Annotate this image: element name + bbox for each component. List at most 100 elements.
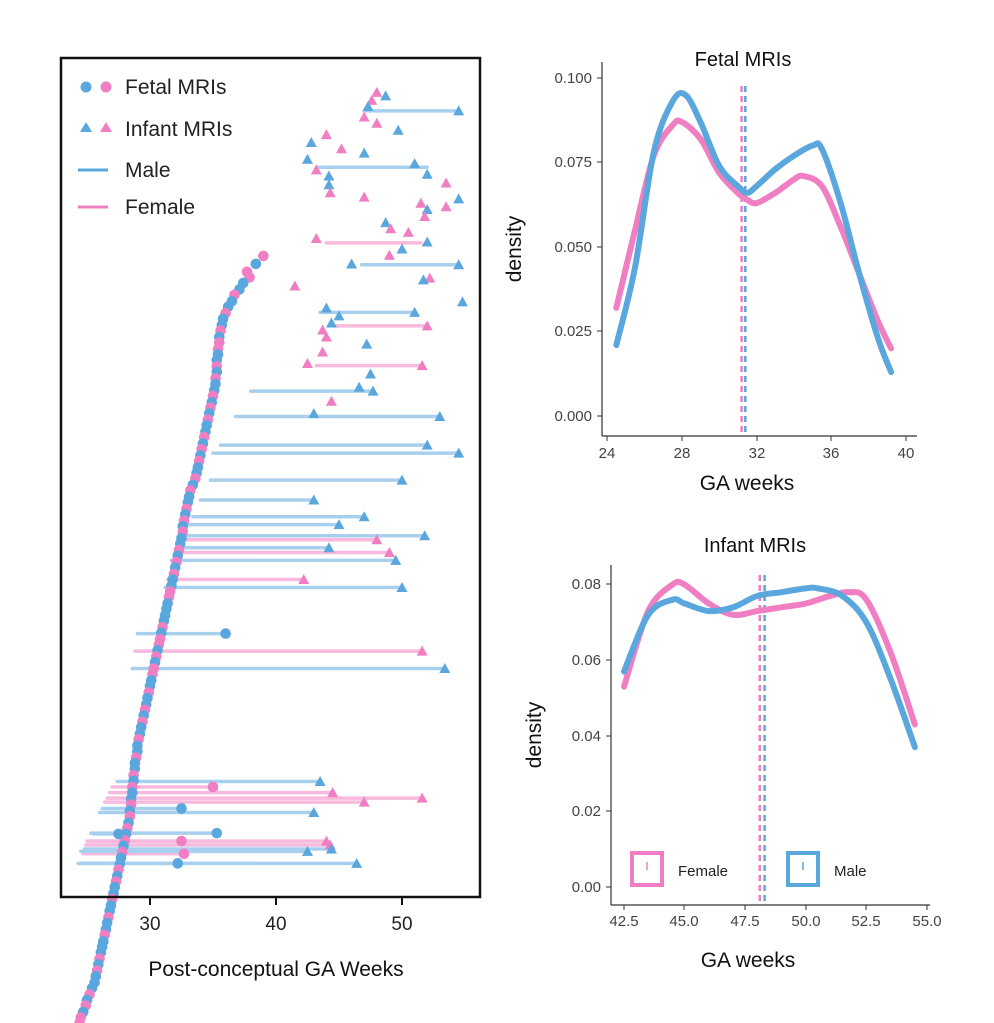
panel-b-xtick-label-3: 36	[823, 445, 840, 462]
infant-point-2	[366, 94, 378, 105]
infant-point-41	[317, 324, 329, 335]
infant-point-17	[440, 177, 452, 188]
legend-female-key	[630, 851, 664, 887]
panel-a-x-axis-label: Post-conceptual GA Weeks	[148, 958, 403, 981]
infant-link-point-4	[367, 385, 379, 396]
panel-b-curve-male	[613, 90, 895, 376]
infant-point-15	[421, 168, 433, 179]
legend-male-label: Male	[125, 159, 171, 182]
panel-b-ytick-label-3: 0.075	[554, 154, 592, 171]
panel-c-xtick-label-3: 50.0	[791, 913, 820, 930]
legend-fetal-label: Fetal MRIs	[125, 76, 227, 99]
panel-b-ytick-label-1: 0.025	[554, 323, 592, 340]
panel-b-ytick-label-0: 0.000	[554, 408, 592, 425]
panel-a-legend: Fetal MRIs Infant MRIs Male Female	[78, 76, 232, 219]
infant-point-11	[358, 147, 370, 158]
infant-point-18	[323, 179, 335, 190]
panel-c-ytick-label-0: 0.00	[572, 879, 601, 896]
legend-infant-label: Infant MRIs	[125, 118, 232, 141]
legend-male-key	[786, 851, 820, 887]
legend-female-text: Female	[678, 863, 728, 880]
infant-link-point-20	[416, 645, 428, 656]
infant-point-33	[346, 258, 358, 269]
infant-link-point-25	[416, 792, 428, 803]
panel-c-curve-male	[621, 584, 918, 751]
infant-point-13	[409, 158, 421, 169]
infant-link-point-10	[358, 511, 370, 522]
fetal-repeat-point-38	[172, 858, 184, 869]
infant-point-16	[323, 170, 335, 181]
infant-point-9	[305, 137, 317, 148]
panel-c-curves	[621, 575, 918, 905]
panel-c-y-ticks: 0.00 0.02 0.04 0.06 0.08	[572, 576, 611, 896]
panel-c-axes: 0.00 0.02 0.04 0.06 0.08 42.5 45.0 47.5 …	[572, 565, 942, 930]
infant-point-49	[308, 408, 320, 419]
infant-link-point-18	[396, 581, 408, 592]
fetal-point-0	[258, 250, 269, 262]
infant-point-6	[371, 117, 383, 128]
panel-b: Fetal MRIs 0.000 0.025 0.050 0.075 0.100	[503, 49, 917, 495]
infant-point-8	[320, 129, 332, 140]
infant-point-29	[310, 232, 322, 243]
panel-a-tick-label-50: 50	[391, 914, 412, 935]
panel-c-xtick-label-5: 55.0	[912, 913, 941, 930]
infant-link-point-1	[409, 306, 421, 317]
infant-point-7	[392, 124, 404, 135]
panel-c-legend: Female Male	[630, 851, 867, 887]
infant-point-5	[358, 111, 370, 122]
fetal-point-1	[250, 258, 262, 270]
panel-b-ytick-label-4: 0.100	[554, 70, 592, 87]
legend-female-label: Female	[125, 196, 195, 219]
infant-link-point-3	[416, 360, 428, 371]
panel-c: Infant MRIs 0.00 0.02 0.04 0.06 0.08	[523, 535, 942, 972]
infant-point-36	[289, 280, 301, 291]
infant-point-19	[324, 187, 336, 198]
infant-point-12	[302, 153, 313, 164]
panel-c-ytick-label-3: 0.06	[572, 652, 601, 669]
panel-b-xtick-label-2: 32	[749, 445, 766, 462]
infant-link-point-7	[453, 447, 465, 458]
panel-a-links	[76, 109, 461, 866]
infant-point-10	[336, 143, 348, 154]
panel-b-y-axis-label: density	[503, 215, 526, 282]
panel-c-xtick-label-0: 42.5	[609, 913, 638, 930]
infant-point-45	[302, 357, 313, 368]
infant-link-point-24	[327, 787, 339, 798]
infant-point-24	[440, 201, 452, 212]
infant-link-point-15	[383, 546, 395, 557]
panel-c-x-ticks: 42.5 45.0 47.5 50.0 52.5 55.0	[609, 905, 942, 930]
panel-b-xtick-label-4: 40	[898, 445, 915, 462]
fetal-repeat-point-19	[220, 628, 231, 639]
infant-point-38	[320, 302, 332, 313]
panel-b-x-axis-label: GA weeks	[700, 472, 795, 495]
infant-link-point-12	[419, 530, 431, 541]
infant-link-point-9	[308, 494, 320, 505]
infant-link-point-5	[434, 411, 446, 422]
fetal-repeat-point-30	[211, 827, 223, 839]
panel-b-curves	[613, 86, 895, 436]
panel-c-xtick-label-4: 52.5	[851, 913, 880, 930]
infant-link-point-11	[333, 519, 345, 530]
legend-infant-male-marker	[80, 122, 92, 132]
infant-point-31	[396, 243, 408, 254]
infant-link-point-26	[358, 796, 370, 807]
infant-point-28	[402, 226, 414, 237]
infant-link-point-8	[396, 474, 408, 485]
panel-a-tick-label-30: 30	[139, 914, 160, 935]
panel-a-x-axis: 30 40 50	[139, 897, 413, 935]
infant-point-4	[453, 105, 465, 116]
legend-infant-female-marker	[100, 122, 112, 132]
infant-point-14	[310, 164, 322, 175]
infant-point-1	[380, 90, 392, 101]
panel-b-axes: 0.000 0.025 0.050 0.075 0.100 24 28 32 3…	[554, 62, 917, 462]
infant-point-40	[325, 317, 337, 328]
infant-link-point-37	[351, 857, 363, 868]
legend-fetal-female-marker	[100, 81, 112, 93]
infant-point-0	[371, 86, 383, 97]
panel-a-frame	[59, 56, 482, 899]
infant-link-point-2	[421, 320, 433, 331]
infant-point-47	[353, 381, 365, 392]
infant-point-26	[380, 217, 392, 228]
infant-point-35	[417, 274, 429, 285]
